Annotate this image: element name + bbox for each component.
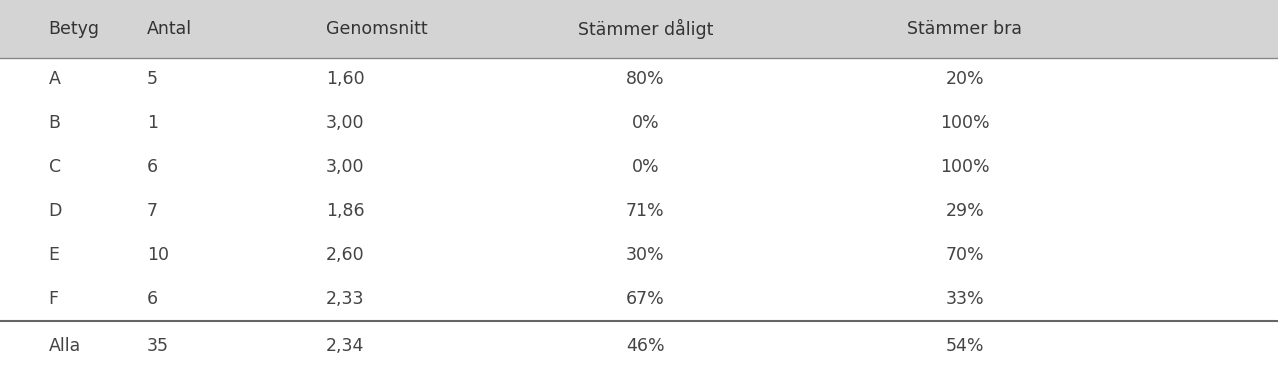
Text: 35: 35 xyxy=(147,337,169,355)
Text: Antal: Antal xyxy=(147,20,192,38)
Text: Genomsnitt: Genomsnitt xyxy=(326,20,428,38)
Text: 2,34: 2,34 xyxy=(326,337,364,355)
Text: 3,00: 3,00 xyxy=(326,114,364,132)
Text: 100%: 100% xyxy=(941,114,989,132)
Text: Stämmer dåligt: Stämmer dåligt xyxy=(578,19,713,39)
Text: 7: 7 xyxy=(147,202,158,220)
Text: C: C xyxy=(49,158,60,176)
Text: F: F xyxy=(49,290,59,308)
Text: D: D xyxy=(49,202,61,220)
Text: 46%: 46% xyxy=(626,337,665,355)
Text: 54%: 54% xyxy=(946,337,984,355)
Text: 100%: 100% xyxy=(941,158,989,176)
Text: 2,33: 2,33 xyxy=(326,290,364,308)
Text: 80%: 80% xyxy=(626,70,665,88)
Text: Alla: Alla xyxy=(49,337,81,355)
Bar xyxy=(0,0,1278,58)
Text: 2,60: 2,60 xyxy=(326,246,364,264)
Text: 6: 6 xyxy=(147,158,158,176)
Text: 10: 10 xyxy=(147,246,169,264)
Text: 30%: 30% xyxy=(626,246,665,264)
Text: 71%: 71% xyxy=(626,202,665,220)
Text: 20%: 20% xyxy=(946,70,984,88)
Text: 5: 5 xyxy=(147,70,158,88)
Text: 67%: 67% xyxy=(626,290,665,308)
Text: 6: 6 xyxy=(147,290,158,308)
Text: 1: 1 xyxy=(147,114,158,132)
Text: 1,86: 1,86 xyxy=(326,202,364,220)
Text: E: E xyxy=(49,246,60,264)
Text: 33%: 33% xyxy=(946,290,984,308)
Text: 29%: 29% xyxy=(946,202,984,220)
Text: 70%: 70% xyxy=(946,246,984,264)
Text: 1,60: 1,60 xyxy=(326,70,364,88)
Text: 0%: 0% xyxy=(631,158,659,176)
Text: A: A xyxy=(49,70,60,88)
Text: 0%: 0% xyxy=(631,114,659,132)
Text: Stämmer bra: Stämmer bra xyxy=(907,20,1022,38)
Text: 3,00: 3,00 xyxy=(326,158,364,176)
Text: Betyg: Betyg xyxy=(49,20,100,38)
Text: B: B xyxy=(49,114,60,132)
